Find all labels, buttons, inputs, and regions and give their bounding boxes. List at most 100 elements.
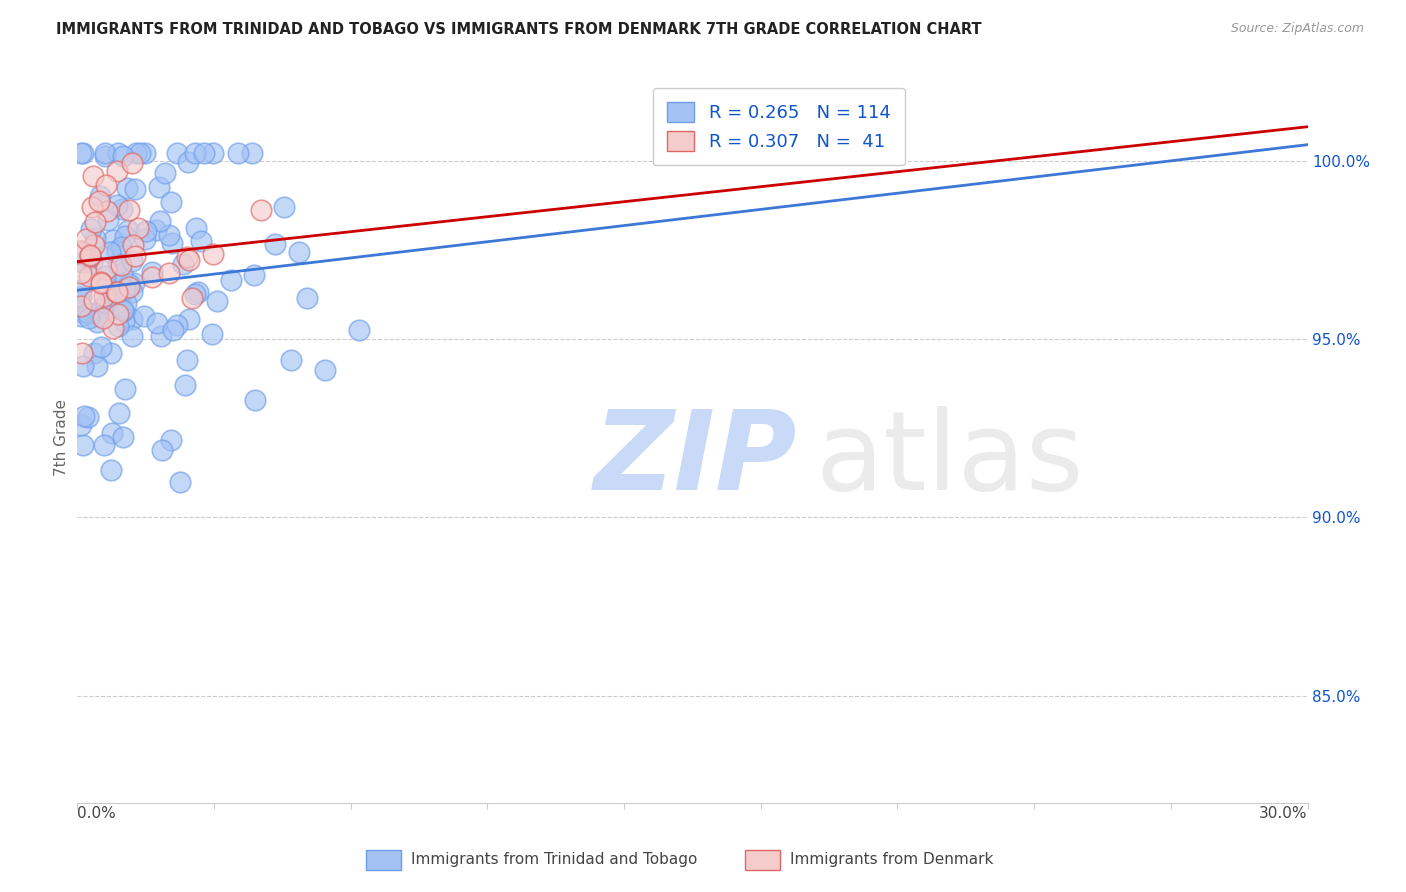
Point	[91, 301, 114, 315]
Point	[77, 252, 100, 266]
Point	[186, 285, 208, 299]
Text: atlas: atlas	[815, 406, 1084, 513]
Point	[90, 276, 112, 290]
Point	[90, 275, 112, 289]
Point	[105, 285, 128, 299]
Point	[107, 256, 129, 270]
Point	[79, 249, 101, 263]
Point	[201, 326, 224, 341]
Point	[125, 146, 148, 161]
Point	[264, 236, 287, 251]
Point	[273, 200, 295, 214]
Point	[240, 146, 263, 161]
Point	[100, 345, 122, 359]
Point	[96, 296, 118, 310]
Point	[80, 256, 103, 270]
Point	[86, 359, 108, 374]
Point	[118, 277, 141, 291]
Y-axis label: 7th Grade: 7th Grade	[53, 399, 69, 475]
Point	[105, 164, 128, 178]
Point	[121, 329, 143, 343]
Point	[76, 306, 98, 320]
Point	[70, 309, 93, 323]
Point	[91, 311, 114, 326]
Point	[347, 323, 370, 337]
Point	[98, 294, 121, 309]
Point	[129, 146, 152, 161]
Point	[169, 475, 191, 490]
Point	[228, 146, 250, 161]
Point	[84, 215, 107, 229]
Point	[280, 353, 302, 368]
Point	[118, 202, 141, 217]
Point	[94, 149, 117, 163]
Point	[287, 245, 309, 260]
Point	[93, 269, 115, 284]
Point	[155, 166, 177, 180]
Point	[110, 240, 132, 254]
Point	[90, 309, 112, 323]
Point	[110, 258, 132, 272]
Point	[160, 235, 183, 250]
Point	[243, 268, 266, 282]
Text: 30.0%: 30.0%	[1260, 806, 1308, 822]
Point	[82, 200, 104, 214]
Point	[177, 312, 200, 326]
Point	[201, 246, 224, 260]
Point	[70, 255, 93, 269]
Point	[115, 181, 138, 195]
Point	[107, 285, 129, 299]
Point	[83, 238, 105, 252]
Point	[145, 316, 167, 330]
Point	[83, 346, 105, 360]
Point	[250, 202, 273, 217]
Point	[149, 213, 172, 227]
Point	[72, 305, 94, 319]
Point	[124, 249, 146, 263]
Point	[79, 248, 101, 262]
Point	[160, 433, 183, 447]
Point	[112, 314, 135, 328]
Point	[162, 323, 184, 337]
Point	[84, 230, 107, 244]
Point	[114, 382, 136, 396]
Point	[150, 329, 173, 343]
Point	[176, 352, 198, 367]
Point	[205, 294, 228, 309]
Point	[243, 393, 266, 408]
Point	[77, 269, 100, 284]
Point	[83, 293, 105, 307]
Point	[132, 310, 155, 324]
Point	[145, 223, 167, 237]
Point	[121, 238, 143, 252]
Point	[82, 169, 104, 183]
Point	[73, 409, 96, 424]
Point	[157, 266, 180, 280]
Point	[70, 417, 93, 432]
Legend: R = 0.265   N = 114, R = 0.307   N =  41: R = 0.265 N = 114, R = 0.307 N = 41	[652, 87, 905, 165]
Point	[70, 299, 93, 313]
Point	[141, 265, 163, 279]
Point	[93, 438, 115, 452]
Point	[77, 311, 100, 326]
Point	[101, 233, 124, 247]
Text: ZIP: ZIP	[595, 406, 797, 513]
Point	[72, 146, 94, 161]
Point	[107, 318, 129, 333]
Point	[148, 180, 170, 194]
Point	[107, 307, 129, 321]
Text: Source: ZipAtlas.com: Source: ZipAtlas.com	[1230, 22, 1364, 36]
Point	[295, 291, 318, 305]
Point	[100, 463, 122, 477]
Point	[202, 146, 225, 161]
Point	[70, 346, 93, 360]
Point	[118, 280, 141, 294]
Point	[127, 221, 149, 235]
Text: 0.0%: 0.0%	[77, 806, 117, 822]
Point	[98, 245, 121, 260]
Point	[184, 287, 207, 301]
Point	[121, 285, 143, 299]
Point	[124, 276, 146, 290]
Point	[105, 244, 128, 258]
Point	[111, 202, 134, 217]
